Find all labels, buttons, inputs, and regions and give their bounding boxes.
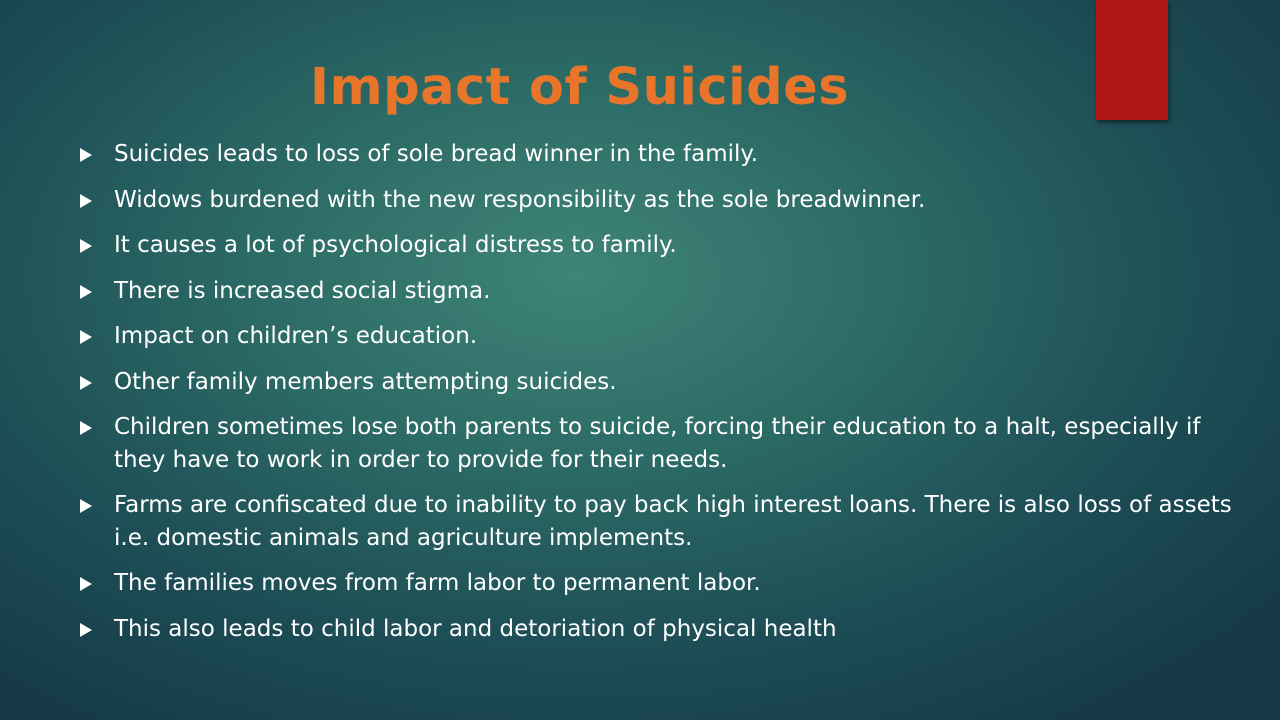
triangle-right-icon: [80, 421, 92, 435]
bullet-item: Widows burdened with the new responsibil…: [78, 184, 1238, 217]
triangle-right-icon: [80, 330, 92, 344]
triangle-right-icon: [80, 622, 92, 637]
bullet-item: Other family members attempting suicides…: [78, 366, 1238, 399]
bullet-text: There is increased social stigma.: [114, 277, 491, 304]
bullet-item: There is increased social stigma.: [78, 275, 1238, 308]
slide-title: Impact of Suicides: [310, 58, 850, 117]
bullet-item: The families moves from farm labor to pe…: [78, 567, 1238, 600]
bullet-text: Children sometimes lose both parents to …: [114, 414, 1201, 473]
bullet-item: Impact on children’s education.: [78, 320, 1238, 353]
triangle-right-icon: [80, 577, 92, 591]
bullet-item: This also leads to child labor and detor…: [78, 613, 1238, 646]
bullet-item: Suicides leads to loss of sole bread win…: [78, 138, 1238, 171]
bullet-text: Impact on children’s education.: [114, 323, 478, 349]
bullet-text: It causes a lot of psychological distres…: [114, 232, 677, 258]
triangle-right-icon: [80, 148, 92, 162]
bullet-text: Widows burdened with the new responsibil…: [114, 186, 926, 213]
bullet-text: This also leads to child labor and detor…: [114, 615, 837, 642]
bullet-list: Suicides leads to loss of sole bread win…: [78, 138, 1238, 658]
triangle-right-icon: [80, 499, 92, 513]
bullet-item: Farms are confiscated due to inability t…: [78, 489, 1238, 554]
bullet-item: Children sometimes lose both parents to …: [78, 411, 1238, 476]
bullet-text: Farms are confiscated due to inability t…: [114, 492, 1232, 551]
triangle-right-icon: [80, 284, 92, 299]
bullet-text: Other family members attempting suicides…: [114, 368, 617, 395]
bullet-item: It causes a lot of psychological distres…: [78, 229, 1238, 262]
bullet-text: The families moves from farm labor to pe…: [114, 570, 761, 596]
triangle-right-icon: [80, 239, 92, 253]
triangle-right-icon: [80, 193, 92, 208]
triangle-right-icon: [80, 375, 92, 390]
bullet-text: Suicides leads to loss of sole bread win…: [114, 141, 759, 167]
accent-bar: [1096, 0, 1168, 120]
